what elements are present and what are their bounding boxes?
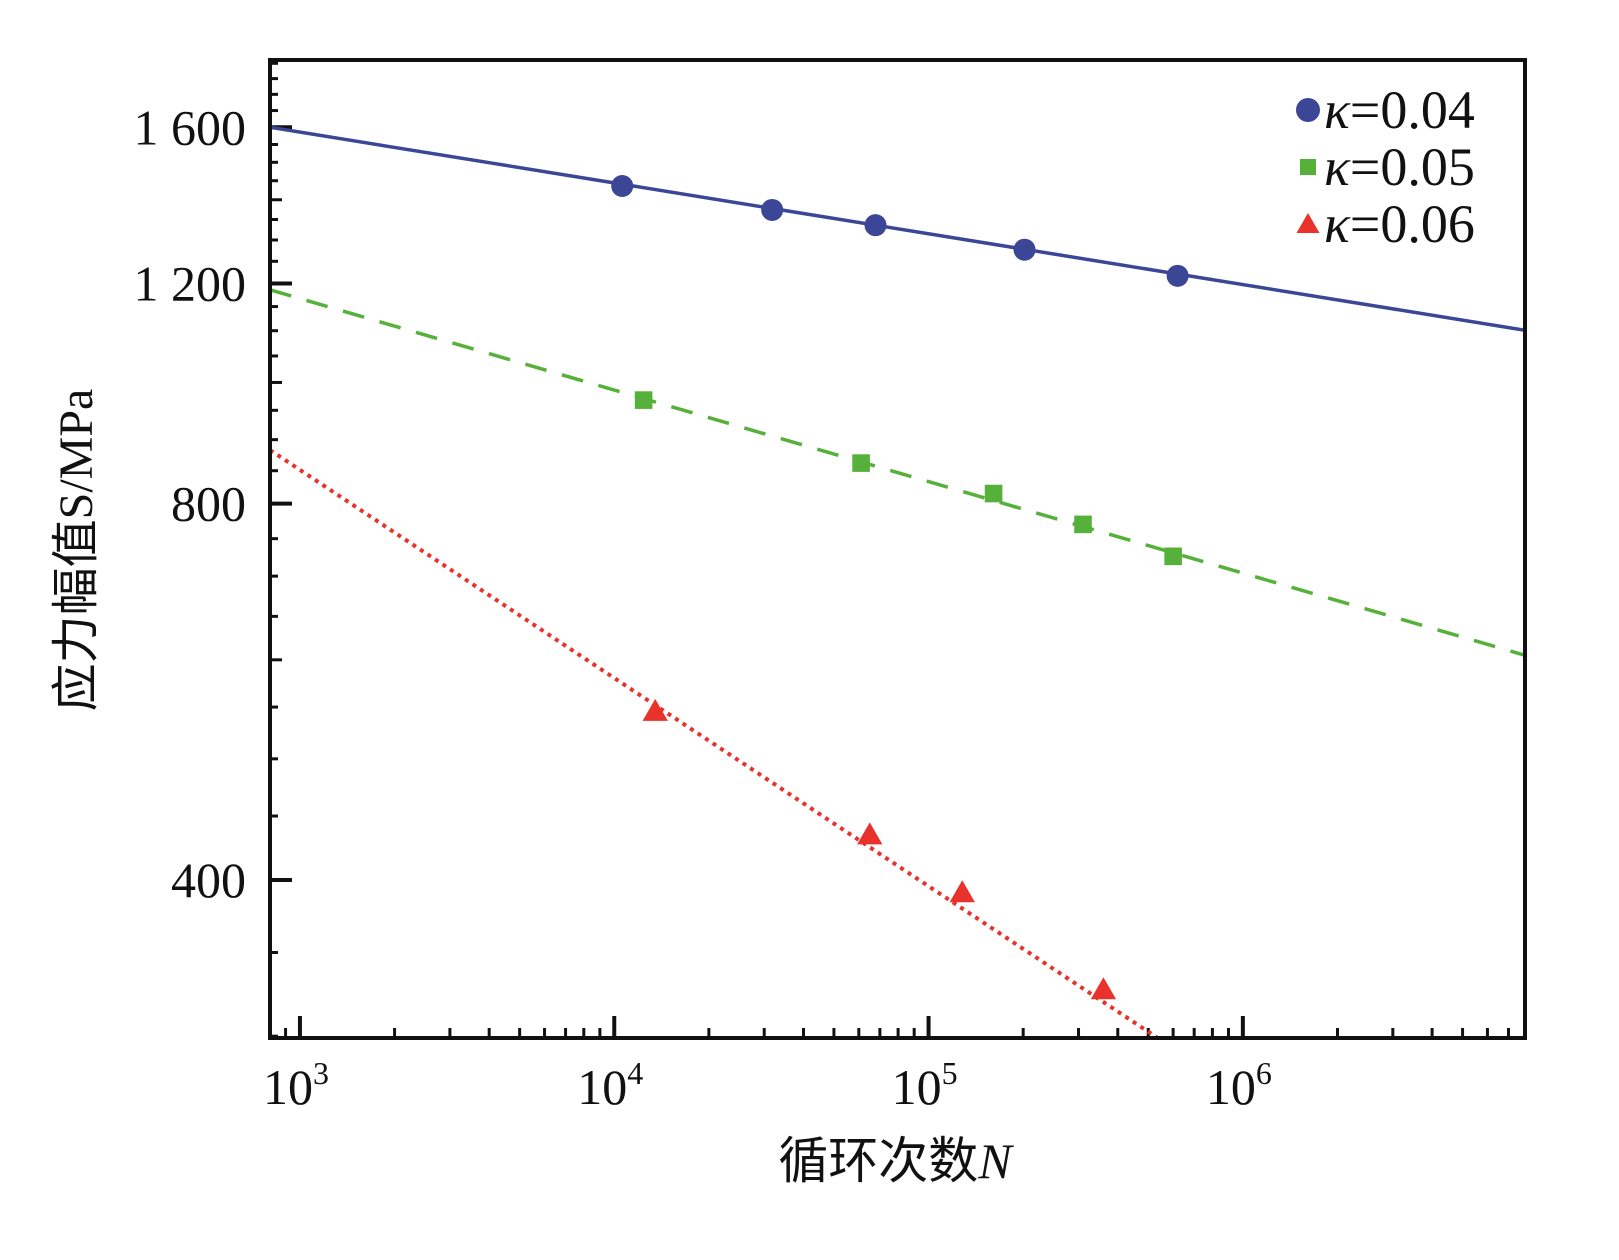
y-axis-label: 应力幅值S/MPa [50,389,103,712]
x-tick-label: 104 [577,1055,643,1115]
y-tick-label: 400 [171,852,246,908]
plot-frame [268,58,1527,1040]
axis-ticks [270,61,1510,1038]
circle-marker [761,198,784,221]
fit-line-2 [270,288,1525,658]
x-axis-label: 循环次数N [778,1133,1014,1189]
legend: κ=0.04κ=0.05κ=0.06 [1296,80,1475,254]
circle-marker [864,214,887,237]
x-tick-label: 103 [263,1055,329,1115]
fit-lines [270,125,1525,1038]
square-marker [1300,159,1316,175]
square-marker [1074,515,1092,534]
triangle-marker [642,698,668,721]
x-tick-label: 106 [1206,1055,1272,1115]
circle-marker [1296,98,1320,122]
square-marker [1164,547,1182,566]
y-tick-label: 800 [171,476,246,532]
x-tick-label: 105 [892,1055,958,1115]
circle-marker [611,174,634,197]
data-points [611,174,1189,1000]
fit-line-3 [270,448,1159,1038]
fit-line-1 [270,125,1525,332]
triangle-marker [1090,977,1117,1000]
circle-marker [1166,264,1189,287]
square-marker [634,391,653,409]
triangle-marker [949,880,975,903]
legend-label: κ=0.05 [1324,137,1475,197]
square-marker [984,484,1003,503]
triangle-marker [857,822,883,845]
legend-label: κ=0.04 [1324,80,1475,140]
x-tick-labels: 103 104 105 106 [263,1055,1272,1115]
square-marker [852,454,870,472]
triangle-marker [1296,213,1320,233]
y-tick-labels: 400 800 1 200 1 600 [134,99,247,908]
y-tick-label: 1 200 [134,255,247,311]
y-tick-label: 1 600 [134,99,247,155]
circle-marker [1013,238,1036,261]
legend-label: κ=0.06 [1324,194,1475,254]
